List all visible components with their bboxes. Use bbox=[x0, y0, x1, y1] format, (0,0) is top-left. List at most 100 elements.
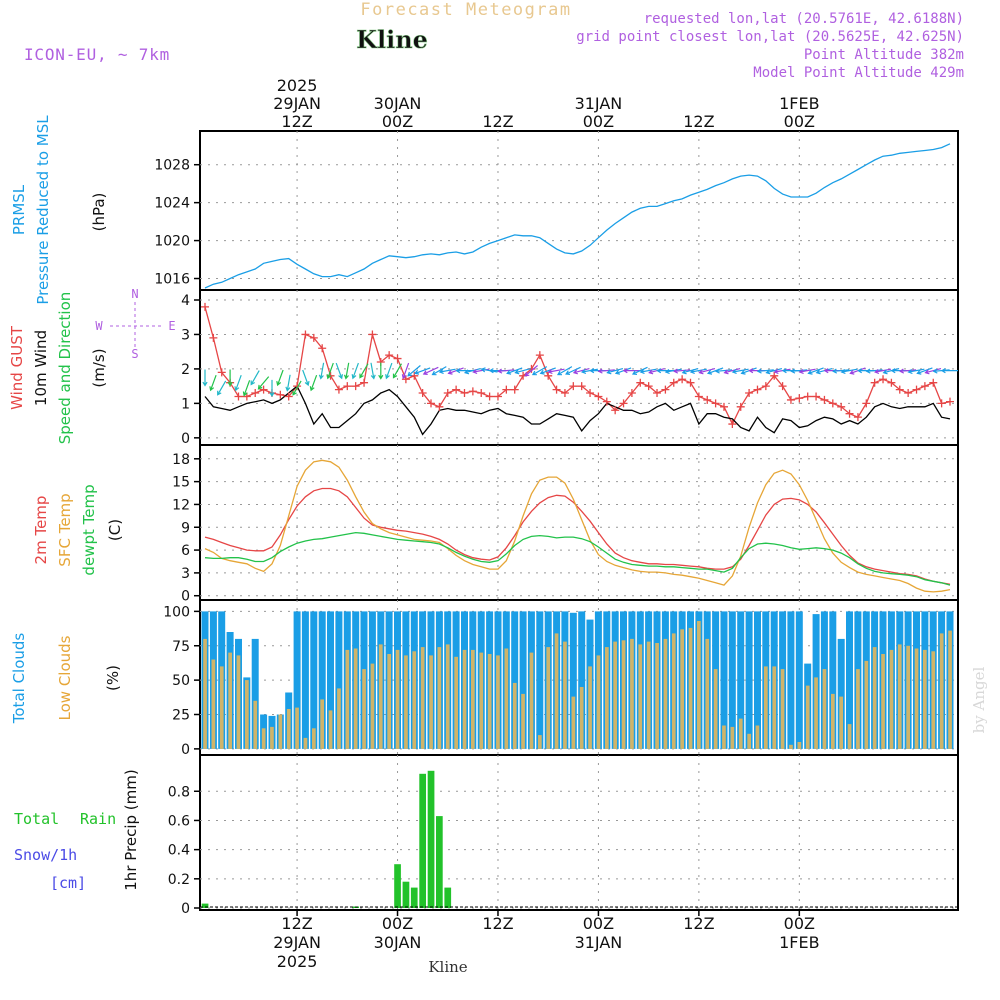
wind-direction-arrow bbox=[673, 368, 691, 374]
precip-ytick-label: 0.2 bbox=[168, 872, 190, 888]
wind-direction-arrow bbox=[899, 368, 917, 374]
gust-marker bbox=[569, 382, 578, 391]
gust-marker bbox=[368, 330, 377, 339]
low-cloud-bar bbox=[538, 735, 542, 749]
wind-direction-arrow bbox=[706, 367, 724, 375]
low-cloud-bar bbox=[722, 725, 726, 749]
bottom-x-tick-label: 2025 bbox=[277, 952, 318, 971]
low-cloud-bar bbox=[906, 645, 910, 749]
precip-ytick-label: 0.6 bbox=[168, 813, 190, 829]
gust-marker bbox=[937, 399, 946, 408]
gust-marker bbox=[552, 385, 561, 394]
precip-label-total: Total bbox=[14, 810, 59, 828]
pressure-ytick-label: 1020 bbox=[154, 234, 190, 250]
gust-marker bbox=[786, 395, 795, 404]
bottom-x-tick-label: 12Z bbox=[683, 914, 714, 933]
wind-direction-arrow bbox=[401, 362, 410, 380]
low-cloud-bar bbox=[881, 654, 885, 749]
model-label: ICON-EU, ~ 7km bbox=[24, 45, 170, 64]
wind-direction-arrow bbox=[832, 368, 850, 374]
total-cloud-bar bbox=[737, 611, 745, 749]
wind-direction-arrow bbox=[865, 368, 883, 374]
wind-direction-arrow bbox=[597, 368, 615, 374]
wind-direction-arrow bbox=[631, 366, 648, 375]
low-cloud-bar bbox=[420, 647, 425, 749]
low-cloud-bar bbox=[395, 649, 400, 749]
wind-direction-arrow bbox=[539, 367, 556, 375]
wind-direction-arrow bbox=[407, 365, 421, 377]
gust-marker bbox=[360, 378, 369, 387]
temp-label-c: dewpt Temp bbox=[80, 484, 98, 575]
gust-marker bbox=[318, 344, 327, 353]
gust-marker bbox=[904, 389, 913, 398]
location-title: Kline bbox=[356, 25, 428, 54]
wind-direction-arrow bbox=[514, 368, 531, 375]
bottom-x-tick-label: 31JAN bbox=[575, 933, 623, 952]
wind-direction-arrow bbox=[234, 374, 242, 392]
total-cloud-bar bbox=[327, 611, 334, 749]
low-cloud-bar bbox=[856, 669, 860, 749]
top-x-tick-label: 12Z bbox=[482, 112, 513, 131]
wind-direction-arrow bbox=[497, 368, 515, 374]
wind-direction-arrow bbox=[524, 365, 538, 377]
precip-labels: Total Rain Snow/1h [cm] 1hr Precip (mm) bbox=[14, 769, 140, 892]
gust-marker bbox=[778, 382, 787, 391]
clouds-ytick-label: 75 bbox=[172, 639, 190, 655]
product-title: Forecast Meteogram bbox=[360, 0, 571, 20]
pressure-labels: PRMSL Pressure Reduced to MSL (hPa) bbox=[10, 115, 108, 305]
credit: by Angel bbox=[970, 666, 988, 733]
panels: 1016102010241028012340369121518025507510… bbox=[154, 76, 959, 971]
top-x-tick-label: 12Z bbox=[281, 112, 312, 131]
total-cloud-bar bbox=[829, 611, 837, 749]
wind-direction-arrow bbox=[392, 363, 403, 379]
low-cloud-bar bbox=[822, 669, 827, 749]
low-cloud-bar bbox=[772, 666, 777, 749]
gust-marker bbox=[485, 392, 494, 401]
wind-direction-arrow bbox=[309, 374, 318, 392]
clouds-ytick-label: 0 bbox=[181, 742, 190, 758]
wind-direction-arrow bbox=[790, 368, 808, 374]
gust-marker bbox=[493, 392, 502, 401]
low-cloud-bar bbox=[579, 687, 584, 749]
precip-panel: 0 0.2 0.4 0.6 0.8 bbox=[168, 754, 959, 917]
gust-marker bbox=[343, 382, 352, 391]
requested-coords: requested lon,lat (20.5761E, 42.6188N) bbox=[644, 11, 964, 27]
low-cloud-bar bbox=[730, 726, 735, 749]
pressure-label-b: Pressure Reduced to MSL bbox=[34, 115, 52, 305]
low-cloud-bar bbox=[948, 630, 952, 749]
low-cloud-bar bbox=[897, 644, 902, 749]
total-cloud-bar bbox=[569, 612, 577, 749]
low-cloud-bar bbox=[814, 677, 818, 749]
gust-marker bbox=[510, 385, 519, 394]
low-cloud-bar bbox=[412, 651, 417, 749]
gust-marker bbox=[653, 389, 662, 398]
low-cloud-bar bbox=[546, 647, 551, 749]
wind-direction-arrow bbox=[639, 368, 657, 375]
gust-marker bbox=[619, 399, 628, 408]
wind-label-b: 10m Wind bbox=[32, 330, 50, 406]
gust-marker bbox=[468, 387, 477, 396]
gust-marker bbox=[234, 392, 243, 401]
low-cloud-bar bbox=[571, 696, 576, 749]
wind-direction-arrow bbox=[359, 363, 369, 379]
wind-direction-arrow bbox=[723, 368, 741, 375]
wind-direction-arrow bbox=[335, 362, 343, 380]
low-cloud-bar bbox=[286, 709, 291, 749]
total-cloud-bar bbox=[519, 611, 527, 749]
low-cloud-bar bbox=[931, 651, 936, 749]
gust-marker bbox=[636, 378, 645, 387]
precip-label-rain: Rain bbox=[80, 810, 116, 828]
low-cloud-bar bbox=[320, 699, 324, 749]
low-cloud-bar bbox=[370, 663, 375, 749]
gust-marker bbox=[870, 378, 879, 387]
gust-marker bbox=[309, 333, 318, 342]
bottom-x-tick-label: 12Z bbox=[482, 914, 513, 933]
wind-line bbox=[204, 385, 951, 436]
wind-direction-arrow bbox=[698, 368, 716, 375]
gust-marker bbox=[460, 389, 469, 398]
wind-direction-arrow bbox=[565, 366, 581, 375]
pressure-panel: 1016 1020 1024 1028 bbox=[154, 130, 959, 291]
gust-marker bbox=[736, 402, 745, 411]
wind-direction-arrow bbox=[413, 367, 431, 375]
low-cloud-bar bbox=[671, 633, 676, 749]
